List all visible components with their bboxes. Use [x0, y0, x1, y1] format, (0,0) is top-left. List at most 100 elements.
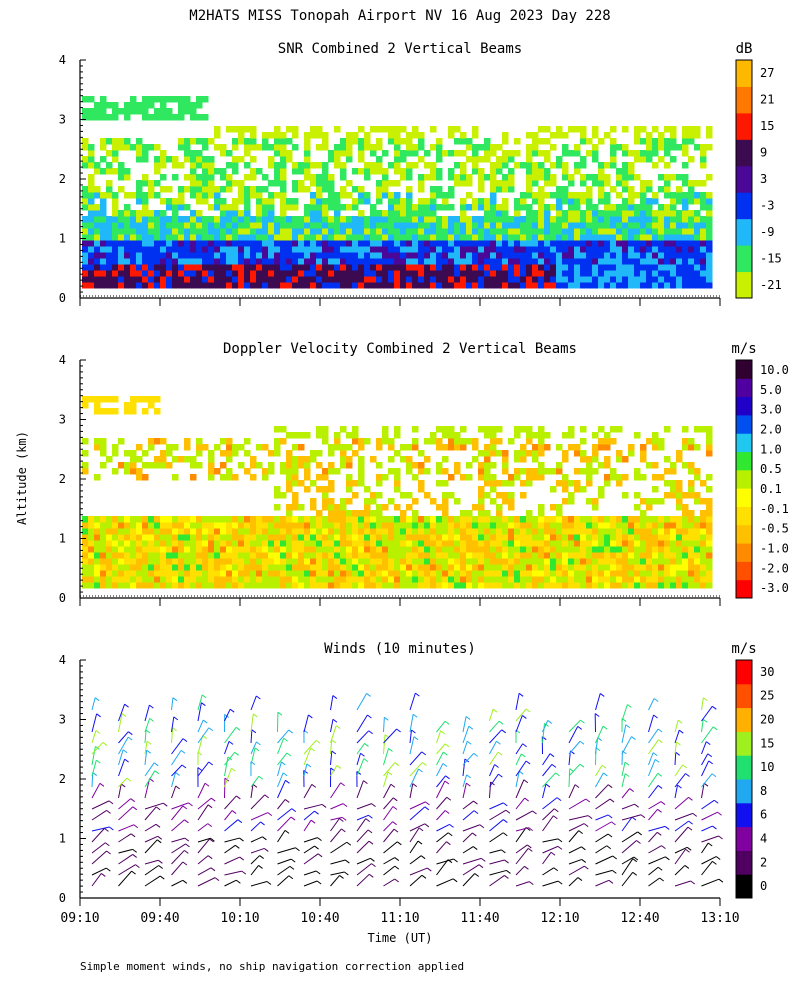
wind-barb-flag	[368, 840, 374, 845]
snr-cell	[706, 204, 713, 211]
doppler-cell	[490, 552, 497, 559]
doppler-cell	[346, 582, 353, 589]
wind-barb-flag	[550, 851, 556, 856]
snr-cell	[670, 192, 677, 199]
snr-cell	[190, 270, 197, 277]
snr-cell	[670, 174, 677, 181]
snr-cell	[202, 276, 209, 283]
snr-cell	[430, 240, 437, 247]
wind-barb	[91, 842, 106, 854]
doppler-cell	[124, 582, 131, 589]
wind-barb	[330, 859, 346, 865]
doppler-cell	[454, 522, 461, 529]
wind-barb	[383, 797, 394, 810]
doppler-cell	[82, 468, 89, 475]
snr-cell	[376, 138, 383, 145]
snr-cell	[172, 282, 179, 289]
doppler-cell	[490, 558, 497, 565]
snr-cell	[376, 210, 383, 217]
doppler-cell	[622, 552, 629, 559]
doppler-cell	[316, 432, 323, 439]
doppler-cell	[274, 504, 281, 511]
wind-barb-flag	[231, 767, 236, 772]
doppler-cell	[508, 492, 515, 499]
doppler-cell	[466, 564, 473, 571]
snr-cell	[484, 144, 491, 151]
snr-cell	[256, 144, 263, 151]
snr-cell	[556, 186, 563, 193]
snr-cell	[448, 282, 455, 289]
snr-cell	[196, 276, 203, 283]
snr-cell	[556, 156, 563, 163]
wind-barbs	[91, 692, 724, 887]
wind-barb	[383, 865, 396, 876]
snr-cell	[262, 240, 269, 247]
snr-cell	[322, 282, 329, 289]
doppler-cell	[136, 534, 143, 541]
snr-cell	[538, 192, 545, 199]
snr-cell	[622, 180, 629, 187]
snr-cell	[580, 198, 587, 205]
snr-cell	[304, 150, 311, 157]
doppler-cell	[568, 444, 575, 451]
snr-cell	[250, 234, 257, 241]
doppler-cell	[694, 498, 701, 505]
wind-barb-flag	[396, 728, 401, 733]
snr-cell	[538, 264, 545, 271]
doppler-cell	[412, 534, 419, 541]
doppler-cell	[556, 582, 563, 589]
snr-cell	[232, 258, 239, 265]
wind-barb-flag	[474, 873, 480, 877]
doppler-cell	[538, 468, 545, 475]
snr-cell	[676, 174, 683, 181]
doppler-cell	[520, 480, 527, 487]
snr-cell	[268, 132, 275, 139]
doppler-cell	[100, 528, 107, 535]
snr-cell	[376, 252, 383, 259]
snr-cell	[652, 150, 659, 157]
doppler-cell	[304, 456, 311, 463]
wind-barb	[224, 870, 242, 876]
doppler-cell	[352, 546, 359, 553]
doppler-cell	[202, 534, 209, 541]
doppler-cell	[682, 510, 689, 517]
snr-cell	[100, 210, 107, 217]
snr-cell	[214, 270, 221, 277]
snr-cell	[652, 228, 659, 235]
doppler-cell	[604, 432, 611, 439]
snr-cell	[136, 270, 143, 277]
wind-barb-flag	[267, 812, 273, 816]
snr-cell	[706, 264, 713, 271]
doppler-cell	[700, 528, 707, 535]
snr-cell	[130, 222, 137, 229]
doppler-cell	[220, 576, 227, 583]
snr-cell	[226, 234, 233, 241]
footnote: Simple moment winds, no ship navigation …	[80, 960, 464, 973]
doppler-cell	[340, 522, 347, 529]
doppler-cell	[418, 546, 425, 553]
snr-cell	[244, 126, 251, 133]
wind-barb-flag	[473, 800, 478, 805]
doppler-cell	[304, 516, 311, 523]
snr-cell	[436, 192, 443, 199]
doppler-cell	[160, 540, 167, 547]
doppler-cell	[220, 516, 227, 523]
doppler-cell	[448, 564, 455, 571]
snr-cell	[676, 222, 683, 229]
doppler-cell	[502, 468, 509, 475]
snr-cell	[706, 270, 713, 277]
snr-cell	[214, 252, 221, 259]
snr-cell	[646, 216, 653, 223]
snr-cell	[256, 168, 263, 175]
snr-cell	[658, 186, 665, 193]
snr-cell	[634, 132, 641, 139]
snr-cell	[136, 216, 143, 223]
doppler-cell	[466, 576, 473, 583]
doppler-cell	[100, 576, 107, 583]
wind-barb	[462, 832, 473, 843]
snr-cell	[622, 150, 629, 157]
snr-cell	[106, 162, 113, 169]
snr-cell	[562, 234, 569, 241]
snr-cell	[316, 162, 323, 169]
snr-cell	[562, 150, 569, 157]
